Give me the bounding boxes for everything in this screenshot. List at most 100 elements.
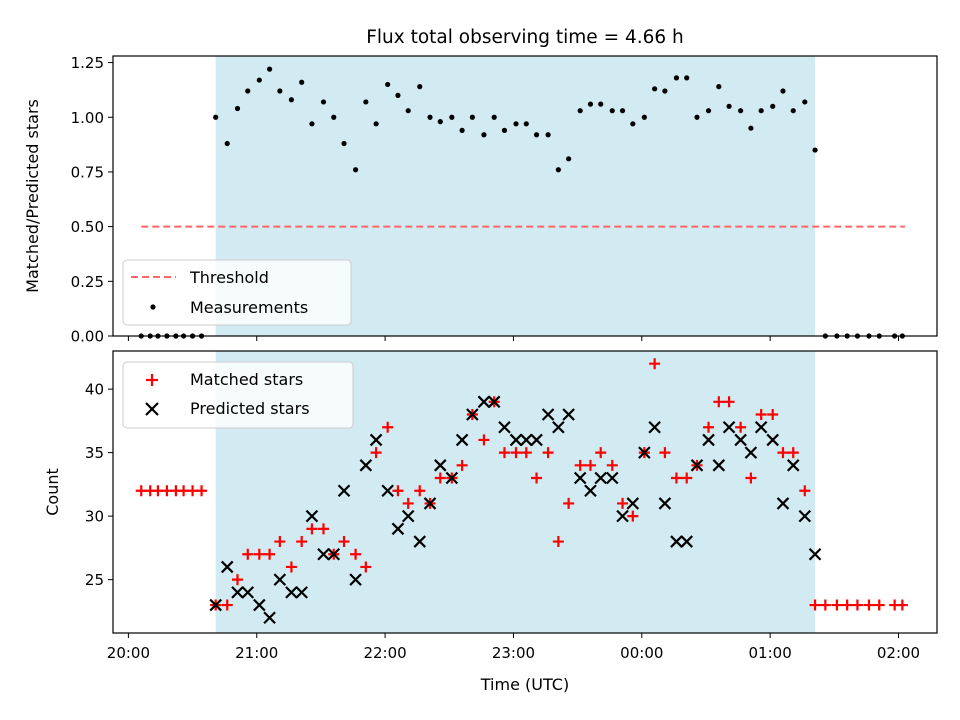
matched-star-marker <box>584 459 596 471</box>
predicted-star-marker <box>381 484 394 498</box>
predicted-star-marker <box>734 433 747 447</box>
matched-star-marker <box>242 548 254 560</box>
predicted-star-marker <box>786 459 800 472</box>
predicted-star-marker <box>530 433 543 447</box>
measurement-point <box>491 114 497 120</box>
matched-star-marker <box>253 548 265 560</box>
legend-matched-label: Matched stars <box>190 370 303 389</box>
top-y-tick-label: 1.25 <box>71 54 104 72</box>
measurement-point <box>449 114 455 120</box>
measurement-point <box>577 108 583 114</box>
predicted-star-marker <box>520 433 533 447</box>
matched-star-marker <box>873 599 885 611</box>
measurement-point <box>513 121 519 127</box>
predicted-star-marker <box>552 420 565 434</box>
matched-star-marker <box>498 447 510 459</box>
predicted-star-marker <box>605 471 619 485</box>
top-panel: 0.00 0.25 0.50 0.75 1.00 1.25 Matched/Predict… <box>23 54 938 346</box>
matched-star-marker <box>414 485 426 497</box>
predicted-markers <box>209 395 822 625</box>
predicted-star-marker <box>317 547 330 561</box>
measurement-point <box>234 105 241 112</box>
predicted-star-marker <box>327 547 341 561</box>
top-y-tick-label: 0.75 <box>71 163 104 181</box>
measurement-point <box>790 108 796 114</box>
predicted-star-marker <box>369 433 383 447</box>
bottom-y-axis-label: Count <box>43 468 62 516</box>
predicted-star-marker <box>434 459 447 472</box>
matched-star-marker <box>434 472 446 484</box>
measurement-point <box>309 121 315 127</box>
predicted-star-marker <box>616 509 629 523</box>
measurement-point <box>673 75 680 81</box>
matched-star-marker <box>735 421 747 433</box>
predicted-star-marker <box>648 420 661 434</box>
predicted-star-marker <box>690 459 704 472</box>
predicted-star-marker <box>305 509 319 523</box>
predicted-star-marker <box>455 433 469 447</box>
matched-star-marker <box>574 459 586 471</box>
measurement-point <box>705 108 712 114</box>
matched-star-marker <box>402 497 414 509</box>
measurement-point <box>224 140 230 147</box>
measurement-point <box>598 101 604 107</box>
top-y-tick-label: 0.25 <box>71 273 104 291</box>
top-y-tick-label: 0.50 <box>71 218 104 236</box>
matched-star-marker <box>370 447 382 459</box>
matched-star-marker <box>703 421 715 433</box>
matched-star-marker <box>606 459 618 471</box>
legend-matched-swatch <box>146 374 158 386</box>
matched-star-marker <box>360 561 372 573</box>
measurement-point <box>320 99 327 105</box>
measurement-point <box>780 88 786 94</box>
measurement-point <box>299 79 305 85</box>
top-y-ticks: 0.00 0.25 0.50 0.75 1.00 1.25 <box>71 54 113 346</box>
matched-star-marker <box>392 485 404 497</box>
predicted-star-marker <box>626 497 640 510</box>
measurement-point <box>770 103 776 109</box>
matched-star-marker <box>317 523 329 535</box>
measurement-point <box>684 75 690 81</box>
predicted-star-marker <box>466 408 479 421</box>
measurement-point <box>331 114 337 120</box>
x-tick-label: 01:00 <box>749 644 792 662</box>
matched-star-marker <box>296 536 308 548</box>
predicted-star-marker <box>295 586 308 599</box>
matched-star-marker <box>896 599 908 611</box>
predicted-star-marker <box>241 586 255 599</box>
measurement-point <box>277 88 283 94</box>
bottom-y-tick-label: 40 <box>85 381 104 399</box>
matched-star-marker <box>382 421 394 433</box>
matched-star-marker <box>264 548 276 560</box>
matched-star-marker <box>338 536 350 548</box>
predicted-star-marker <box>680 535 693 548</box>
measurement-point <box>726 103 732 109</box>
predicted-star-marker <box>808 547 822 561</box>
predicted-star-marker <box>273 573 287 586</box>
legend-measurement-label: Measurements <box>190 298 308 317</box>
x-tick-label: 23:00 <box>492 644 535 662</box>
matched-star-marker <box>306 523 318 535</box>
predicted-star-marker <box>722 420 736 434</box>
predicted-star-marker <box>754 420 768 434</box>
measurement-point <box>266 66 273 72</box>
bottom-y-tick-label: 35 <box>85 444 104 462</box>
predicted-star-marker <box>391 522 405 536</box>
x-tick-label: 20:00 <box>107 644 150 662</box>
measurement-point <box>609 108 615 114</box>
matched-star-marker <box>531 472 543 484</box>
predicted-star-marker <box>498 420 511 434</box>
matched-star-marker <box>799 485 811 497</box>
top-x-ticks <box>127 336 899 341</box>
measurement-point <box>738 108 744 114</box>
predicted-star-marker <box>231 586 244 599</box>
measurement-point <box>716 84 722 90</box>
bottom-x-ticks: 20:00 21:00 22:00 23:00 00:00 01:00 02:00 <box>107 633 920 662</box>
predicted-star-marker <box>477 395 491 409</box>
predicted-star-marker <box>423 497 437 510</box>
predicted-star-marker <box>413 535 427 548</box>
legend-predicted-swatch <box>145 402 159 416</box>
measurement-point <box>748 125 754 131</box>
top-y-tick-label: 0.00 <box>71 328 104 346</box>
matched-star-marker <box>841 599 853 611</box>
